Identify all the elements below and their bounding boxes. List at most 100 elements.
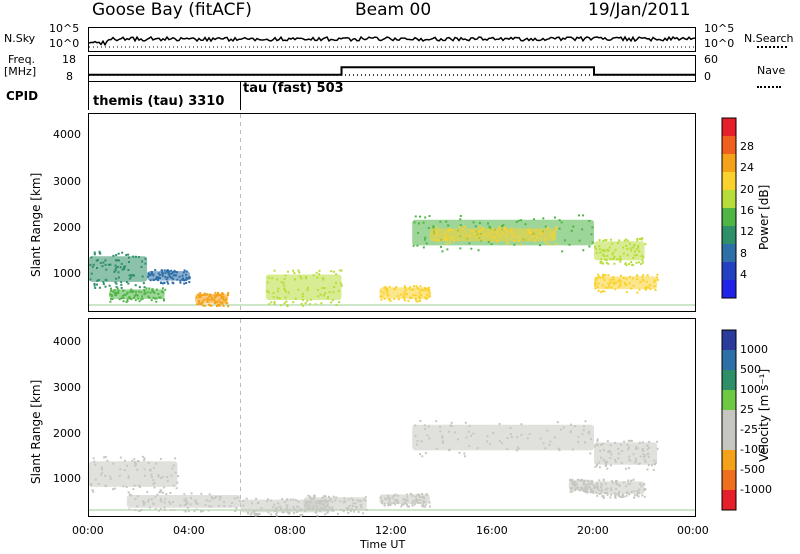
velocity-echo-point: [624, 467, 627, 470]
power-echo-point: [603, 254, 606, 257]
power-echo-region: [265, 269, 343, 308]
velocity-echo-point: [235, 507, 238, 510]
velocity-echo-point: [602, 479, 605, 482]
power-echo-point: [624, 238, 627, 241]
power-cbar-swatch: [722, 118, 736, 137]
power-echo-point: [410, 296, 413, 299]
velocity-echo-point: [390, 502, 393, 505]
power-cbar-swatch: [722, 226, 736, 245]
velocity-echo-point: [366, 508, 369, 511]
velocity-echo-point: [325, 504, 328, 507]
velocity-echo-point: [381, 502, 384, 505]
velocity-echo-point: [617, 452, 620, 455]
power-echo-point: [606, 248, 609, 251]
power-echo-point: [555, 242, 558, 245]
velocity-echo-point: [632, 496, 635, 499]
velocity-echo-point: [171, 501, 174, 504]
velocity-echo-point: [293, 507, 296, 510]
power-echo-point: [394, 288, 397, 291]
power-echo-point: [618, 239, 621, 242]
velocity-echo-point: [602, 449, 605, 452]
power-echo-point: [158, 296, 161, 299]
power-echo-core: [429, 228, 557, 242]
power-echo-point: [213, 302, 216, 305]
power-echo-point: [461, 227, 464, 230]
power-echo-core: [265, 274, 342, 301]
velocity-echo-point: [103, 456, 106, 459]
power-echo-point: [301, 304, 304, 307]
velocity-echo-point: [169, 502, 172, 505]
velocity-echo-point: [183, 509, 186, 512]
power-echo-point: [412, 288, 415, 291]
velocity-echo-point: [309, 495, 312, 498]
velocity-echo-point: [351, 505, 354, 508]
power-echo-point: [636, 237, 639, 240]
velocity-echo-point: [469, 434, 472, 437]
velocity-echo-point: [416, 439, 419, 442]
velocity-echo-point: [610, 480, 613, 483]
velocity-echo-region: [594, 478, 647, 499]
power-echo-point: [121, 268, 124, 271]
power-echo-point: [167, 282, 170, 285]
velocity-echo-point: [641, 449, 644, 452]
power-echo-point: [644, 243, 647, 246]
power-echo-point: [628, 282, 631, 285]
velocity-echo-point: [295, 510, 298, 513]
power-cbar-tick-24: 24: [740, 161, 754, 174]
power-echo-point: [389, 299, 392, 302]
velocity-echo-point: [588, 485, 591, 488]
power-echo-point: [132, 274, 135, 277]
power-echo-point: [161, 273, 164, 276]
power-echo-point: [622, 252, 625, 255]
velocity-echo-point: [210, 505, 213, 508]
power-echo-point: [471, 229, 474, 232]
power-echo-point: [393, 297, 396, 300]
velocity-echo-point: [185, 500, 188, 503]
power-echo-point: [201, 302, 204, 305]
velocity-echo-point: [310, 500, 313, 503]
velocity-echo-point: [90, 484, 93, 487]
power-echo-point: [211, 297, 214, 300]
power-echo-point: [150, 299, 153, 302]
power-echo-point: [459, 215, 462, 218]
power-echo-point: [114, 294, 117, 297]
power-echo-point: [225, 297, 228, 300]
velocity-echo-point: [646, 444, 649, 447]
velocity-echo-point: [569, 488, 572, 491]
velocity-echo-point: [630, 490, 633, 493]
velocity-echo-point: [152, 502, 155, 505]
power-echo-point: [599, 276, 602, 279]
power-echo-point: [188, 277, 191, 280]
velocity-echo-region: [594, 438, 659, 471]
velocity-echo-point: [156, 493, 159, 496]
velocity-echo-point: [170, 474, 173, 477]
velocity-echo-point: [388, 500, 391, 503]
velocity-echo-point: [583, 489, 586, 492]
power-echo-point: [614, 288, 617, 291]
power-echo-point: [417, 231, 420, 234]
power-echo-point: [607, 274, 610, 277]
velocity-echo-point: [254, 514, 257, 517]
velocity-echo-point: [447, 449, 450, 452]
power-echo-point: [208, 295, 211, 298]
velocity-echo-point: [347, 498, 350, 501]
power-echo-point: [640, 255, 643, 258]
power-echo-point: [155, 297, 158, 300]
power-echo-point: [591, 226, 594, 229]
velocity-echo-point: [134, 509, 137, 512]
power-echo-point: [171, 281, 174, 284]
power-echo-point: [641, 278, 644, 281]
power-echo-point: [616, 280, 619, 283]
velocity-echo-point: [626, 491, 629, 494]
velocity-echo-point: [605, 488, 608, 491]
velocity-echo-point: [142, 503, 145, 506]
velocity-cbar-swatch: [722, 450, 736, 471]
velocity-echo-point: [342, 501, 345, 504]
power-echo-point: [195, 296, 198, 299]
velocity-echo-point: [643, 458, 646, 461]
velocity-echo-point: [322, 495, 325, 498]
power-echo-point: [126, 299, 129, 302]
power-echo-point: [157, 292, 160, 295]
power-echo-region: [109, 287, 167, 303]
power-echo-point: [282, 281, 285, 284]
